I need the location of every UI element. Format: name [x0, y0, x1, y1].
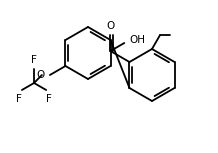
Text: F: F: [46, 94, 52, 104]
Text: F: F: [31, 55, 37, 65]
Text: F: F: [16, 94, 22, 104]
Text: OH: OH: [129, 35, 145, 45]
Text: O: O: [37, 70, 45, 80]
Text: O: O: [106, 21, 114, 31]
